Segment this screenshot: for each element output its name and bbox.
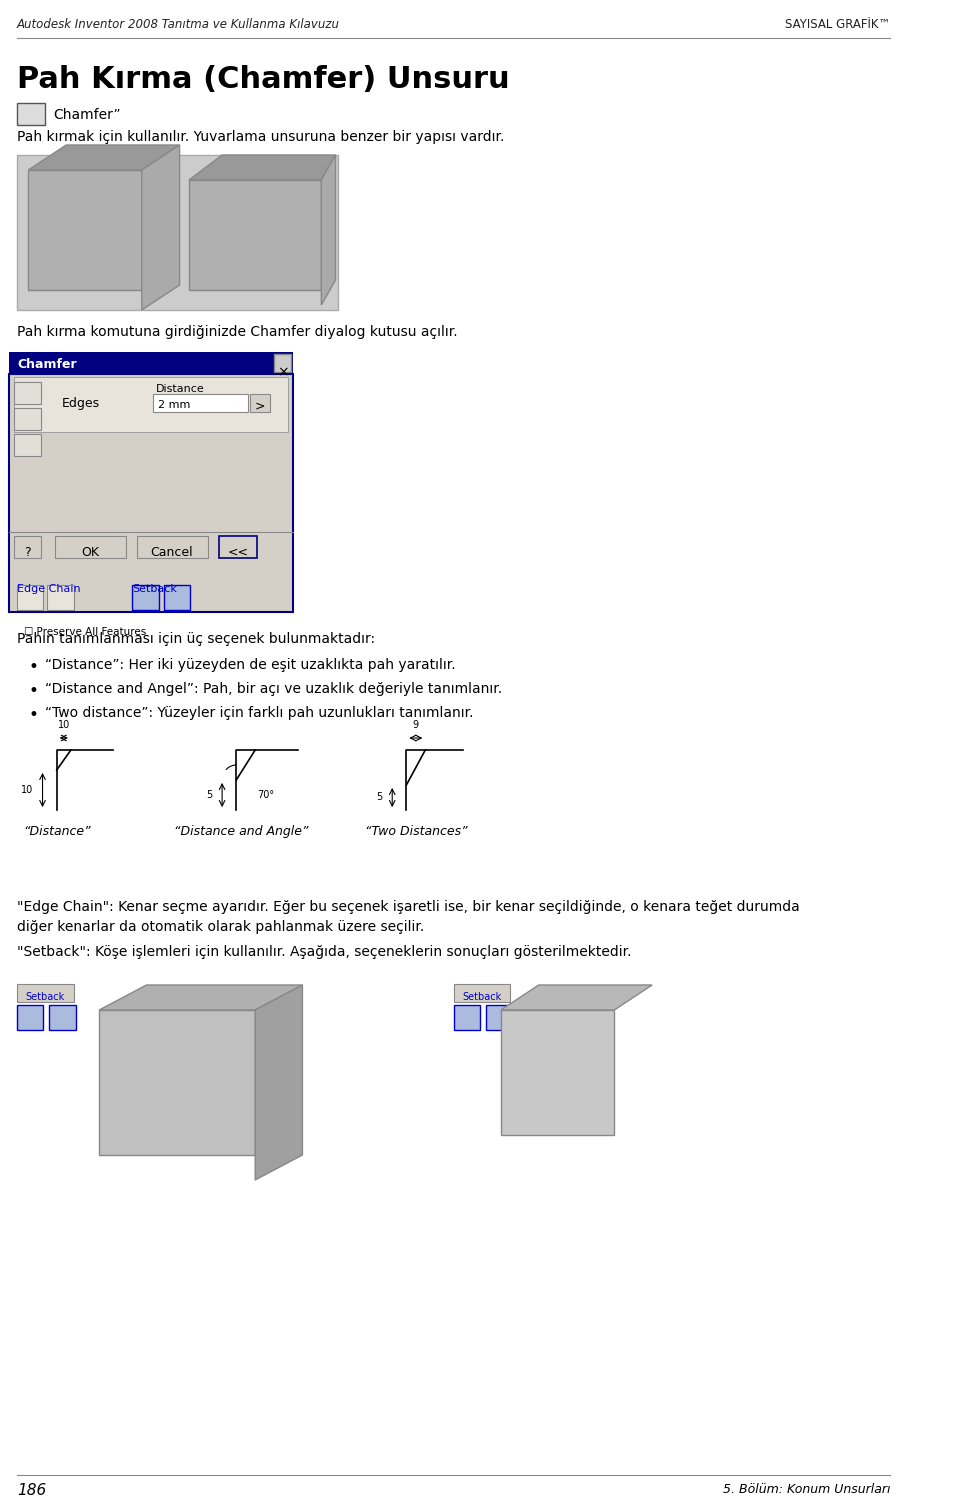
Bar <box>17 984 74 1002</box>
Text: “Distance and Angel”: Pah, bir açı ve uzaklık değeriyle tanımlanır.: “Distance and Angel”: Pah, bir açı ve uz… <box>45 682 502 696</box>
Bar <box>153 394 248 412</box>
Text: ☐ Preserve All Features: ☐ Preserve All Features <box>24 628 146 637</box>
Bar <box>17 1005 43 1031</box>
Bar <box>10 352 293 374</box>
Text: Autodesk Inventor 2008 Tanıtma ve Kullanma Kılavuzu: Autodesk Inventor 2008 Tanıtma ve Kullan… <box>17 18 340 32</box>
Text: Setback: Setback <box>26 991 65 1002</box>
Text: 2 mm: 2 mm <box>157 400 190 410</box>
Bar <box>219 536 257 558</box>
Polygon shape <box>322 155 335 305</box>
Polygon shape <box>142 145 180 309</box>
Text: Setback: Setback <box>463 991 502 1002</box>
Bar <box>17 103 45 125</box>
Polygon shape <box>189 155 335 180</box>
Text: ?: ? <box>24 546 31 558</box>
Bar <box>14 536 40 558</box>
Bar <box>454 984 511 1002</box>
Bar <box>163 585 190 610</box>
Text: Distance: Distance <box>156 383 204 394</box>
Text: 70°: 70° <box>257 791 275 800</box>
Bar <box>47 585 74 610</box>
Text: diğer kenarlar da otomatik olarak pahlanmak üzere seçilir.: diğer kenarlar da otomatik olarak pahlan… <box>17 920 424 934</box>
Bar <box>189 180 322 290</box>
Bar <box>14 377 288 432</box>
Bar <box>132 585 158 610</box>
Bar <box>137 536 208 558</box>
Text: Cancel: Cancel <box>151 546 193 558</box>
Bar <box>17 155 338 309</box>
Bar <box>49 1005 76 1031</box>
Bar <box>454 1005 480 1031</box>
Text: 5: 5 <box>376 792 383 803</box>
Text: Pahın tanımlanması için üç seçenek bulunmaktadır:: Pahın tanımlanması için üç seçenek bulun… <box>17 632 375 646</box>
Bar <box>486 1005 513 1031</box>
Polygon shape <box>255 985 302 1180</box>
Polygon shape <box>29 145 180 171</box>
Bar <box>14 407 40 430</box>
Bar <box>10 374 293 613</box>
Text: <<: << <box>228 546 249 558</box>
Text: OK: OK <box>81 546 99 558</box>
Text: "Setback": Köşe işlemleri için kullanılır. Aşağıda, seçeneklerin sonuçları göste: "Setback": Köşe işlemleri için kullanılı… <box>17 945 632 960</box>
Bar <box>99 1010 255 1154</box>
Text: •: • <box>29 658 38 676</box>
Text: >: > <box>254 400 265 413</box>
Bar <box>29 171 142 290</box>
Text: Setback: Setback <box>132 584 178 595</box>
Text: •: • <box>29 682 38 700</box>
Text: 5. Bölüm: Konum Unsurları: 5. Bölüm: Konum Unsurları <box>723 1483 890 1495</box>
Text: 186: 186 <box>17 1483 46 1498</box>
Text: 10: 10 <box>21 785 33 795</box>
Text: Edge Chain: Edge Chain <box>17 584 81 595</box>
Text: Chamfer”: Chamfer” <box>53 109 121 122</box>
Text: Pah kırmak için kullanılır. Yuvarlama unsuruna benzer bir yapısı vardır.: Pah kırmak için kullanılır. Yuvarlama un… <box>17 130 504 143</box>
Polygon shape <box>501 985 652 1010</box>
Text: 9: 9 <box>413 720 419 730</box>
Text: SAYISAL GRAFİK™: SAYISAL GRAFİK™ <box>785 18 890 32</box>
Text: •: • <box>29 706 38 724</box>
Text: “Distance”: “Distance” <box>23 825 90 837</box>
Text: “Two Distances”: “Two Distances” <box>365 825 468 837</box>
Bar <box>501 1010 614 1135</box>
Text: “Two distance”: Yüzeyler için farklı pah uzunlukları tanımlanır.: “Two distance”: Yüzeyler için farklı pah… <box>45 706 474 720</box>
Text: ×: × <box>276 365 288 379</box>
Bar <box>55 536 126 558</box>
Text: “Distance”: Her iki yüzeyden de eşit uzaklıkta pah yaratılır.: “Distance”: Her iki yüzeyden de eşit uza… <box>45 658 456 672</box>
Text: 10: 10 <box>58 720 70 730</box>
Bar <box>250 394 271 412</box>
Bar <box>17 585 43 610</box>
Text: Chamfer: Chamfer <box>17 358 77 371</box>
Text: Pah Kırma (Chamfer) Unsuru: Pah Kırma (Chamfer) Unsuru <box>17 65 510 94</box>
Text: "Edge Chain": Kenar seçme ayarıdır. Eğer bu seçenek işaretli ise, bir kenar seçi: "Edge Chain": Kenar seçme ayarıdır. Eğer… <box>17 899 800 914</box>
Bar <box>14 382 40 404</box>
Text: “Distance and Angle”: “Distance and Angle” <box>174 825 308 837</box>
Text: 5: 5 <box>206 791 213 800</box>
Text: Edges: Edges <box>61 397 100 410</box>
Bar <box>275 355 291 373</box>
Polygon shape <box>99 985 302 1010</box>
Text: Pah kırma komutuna girdiğinizde Chamfer diyalog kutusu açılır.: Pah kırma komutuna girdiğinizde Chamfer … <box>17 324 458 340</box>
Bar <box>14 435 40 456</box>
